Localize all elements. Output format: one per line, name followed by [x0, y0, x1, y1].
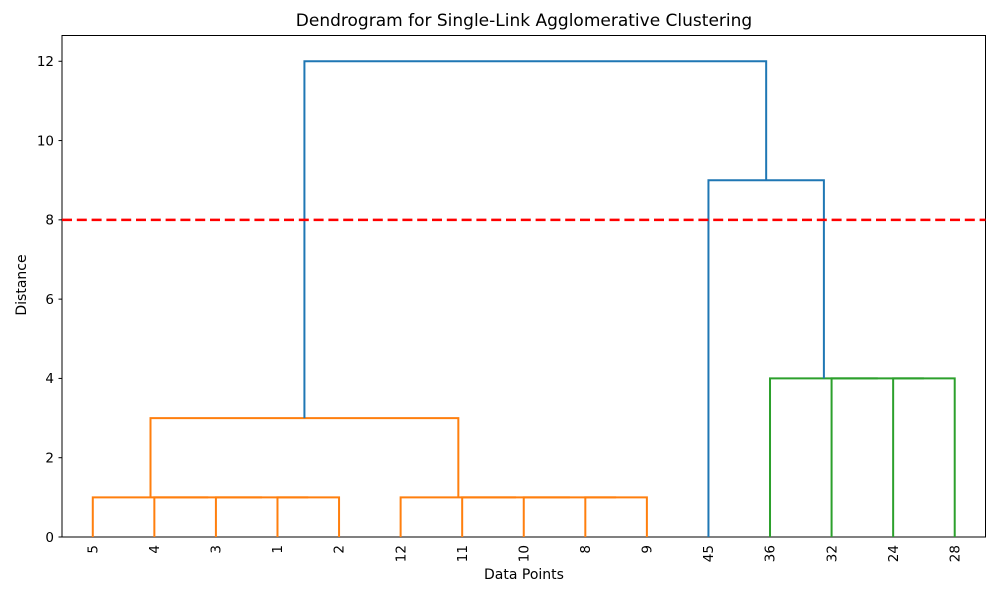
x-leaf-label: 28 — [947, 545, 963, 562]
y-tick-label: 10 — [37, 133, 54, 149]
x-leaf-label: 45 — [701, 545, 717, 562]
dendrogram-link — [91, 496, 209, 537]
y-tick-label: 4 — [45, 371, 54, 387]
y-tick-label: 6 — [45, 292, 54, 308]
dendrogram-link — [399, 496, 517, 537]
x-leaf-label: 3 — [209, 545, 225, 554]
x-leaf-label: 2 — [332, 545, 348, 554]
dendrogram-link — [214, 496, 309, 537]
x-axis-label: Data Points — [484, 567, 564, 583]
x-leaf-label: 9 — [640, 545, 656, 554]
dendrogram-link — [276, 496, 341, 537]
dendrogram-link — [584, 496, 648, 537]
x-leaf-label: 36 — [763, 545, 779, 562]
axes-border — [61, 35, 986, 538]
x-leaf-label: 10 — [516, 545, 532, 562]
y-axis-label: Distance — [14, 254, 30, 316]
dendrogram-link — [522, 496, 617, 537]
dendrogram-link — [149, 417, 460, 498]
y-tick-label: 0 — [45, 530, 54, 546]
dendrogram-link — [892, 377, 956, 537]
chart-title: Dendrogram for Single-Link Agglomerative… — [295, 11, 753, 31]
x-leaf-label: 32 — [824, 545, 840, 562]
x-leaf-label: 11 — [455, 545, 471, 562]
x-leaf-label: 24 — [886, 545, 902, 562]
dendrogram-link — [153, 496, 263, 537]
x-leaf-label: 1 — [270, 545, 286, 554]
y-tick-label: 8 — [45, 213, 54, 229]
dendrogram-link — [303, 60, 768, 419]
x-leaf-label: 5 — [85, 545, 101, 554]
y-tick-label: 2 — [45, 451, 54, 467]
dendrogram-link — [461, 496, 570, 537]
x-leaf-label: 12 — [393, 545, 409, 562]
y-tick-label: 12 — [37, 54, 54, 70]
dendrogram-link — [707, 179, 825, 537]
dendrogram-link — [830, 377, 924, 537]
dendrogram-link — [769, 377, 878, 537]
x-leaf-label: 8 — [578, 545, 594, 554]
x-leaf-label: 4 — [147, 545, 163, 554]
